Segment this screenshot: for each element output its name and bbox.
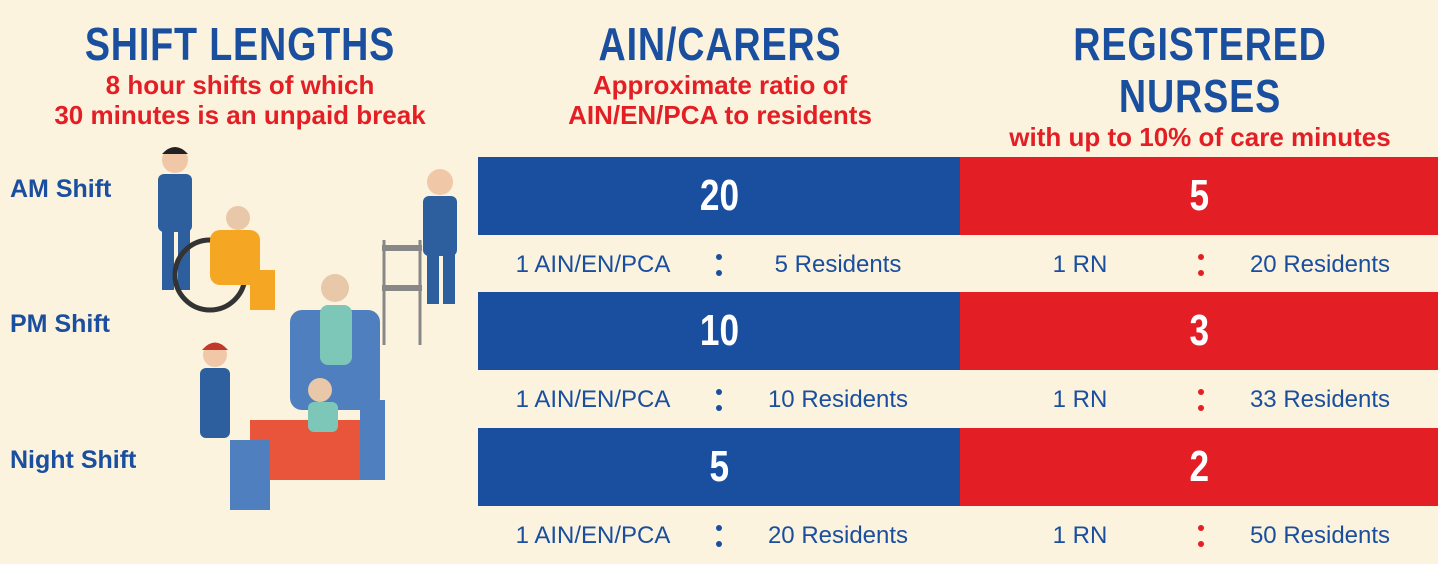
residents-ratio: 20 Residents	[1230, 251, 1410, 279]
shift-label: PM Shift	[10, 310, 110, 339]
staff-count: 10	[699, 306, 738, 356]
column-subtitle: 8 hour shifts of which	[0, 70, 480, 100]
residents-ratio: 20 Residents	[748, 522, 928, 550]
ratio-colon	[716, 387, 722, 413]
residents-ratio: 10 Residents	[748, 386, 928, 414]
staff-ratio: 1 RN	[1020, 522, 1140, 550]
staff-count-band: 20	[478, 157, 960, 235]
illustration	[140, 140, 480, 544]
ratio-colon	[1198, 523, 1204, 549]
staff-count: 3	[1189, 306, 1209, 356]
ratio-row: 1 RN 33 Residents	[960, 372, 1438, 428]
ratio-colon	[1198, 387, 1204, 413]
staff-count: 2	[1189, 442, 1209, 492]
ratio-row: 1 RN 20 Residents	[960, 237, 1438, 293]
column-title: REGISTERED NURSES	[1003, 18, 1397, 122]
residents-ratio: 50 Residents	[1230, 522, 1410, 550]
staff-count-band: 10	[478, 292, 960, 370]
staff-count: 5	[1189, 171, 1209, 221]
column-subtitle: Approximate ratio of	[480, 70, 960, 100]
staff-count-band: 5	[960, 157, 1438, 235]
ratio-colon	[716, 523, 722, 549]
ratio-colon	[1198, 252, 1204, 278]
column-subtitle: 30 minutes is an unpaid break	[0, 100, 480, 130]
ratio-colon	[716, 252, 722, 278]
ratio-row: 1 RN 50 Residents	[960, 508, 1438, 564]
staff-ratio: 1 AIN/EN/PCA	[498, 522, 688, 550]
staff-ratio: 1 AIN/EN/PCA	[498, 386, 688, 414]
residents-ratio: 5 Residents	[748, 251, 928, 279]
residents-ratio: 33 Residents	[1230, 386, 1410, 414]
column-subtitle: with up to 10% of care minutes	[960, 122, 1438, 152]
shift-label: AM Shift	[10, 175, 111, 204]
shift-label: Night Shift	[10, 446, 136, 475]
ratio-row: 1 AIN/EN/PCA 5 Residents	[478, 237, 956, 293]
staff-count-band: 5	[478, 428, 960, 506]
ratio-row: 1 AIN/EN/PCA 20 Residents	[478, 508, 956, 564]
column-subtitle: AIN/EN/PCA to residents	[480, 100, 960, 130]
staff-count-band: 3	[960, 292, 1438, 370]
staff-ratio: 1 AIN/EN/PCA	[498, 251, 688, 279]
staff-ratio: 1 RN	[1020, 386, 1140, 414]
ratio-row: 1 AIN/EN/PCA 10 Residents	[478, 372, 956, 428]
column-title: AIN/CARERS	[523, 18, 917, 70]
column-title: SHIFT LENGTHS	[43, 18, 437, 70]
staff-ratio: 1 RN	[1020, 251, 1140, 279]
staff-count: 5	[709, 442, 729, 492]
staff-count-band: 2	[960, 428, 1438, 506]
staff-count: 20	[699, 171, 738, 221]
